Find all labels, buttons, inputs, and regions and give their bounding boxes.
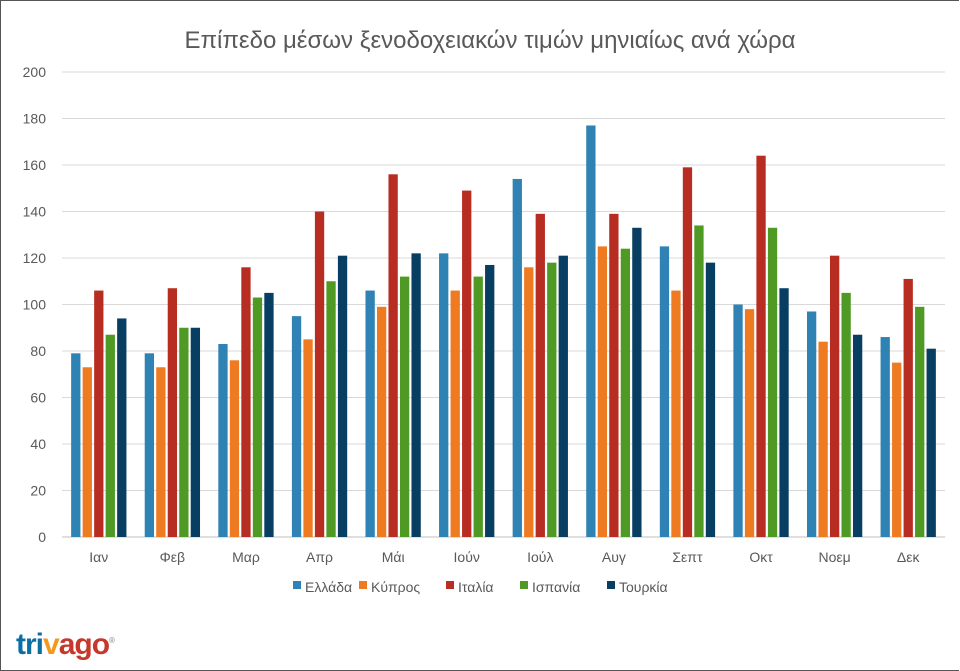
bar-Ιταλία-Νοεμ [829,255,840,538]
x-tick-label: Οκτ [749,549,773,565]
bar-Ελλάδα-Ιούν [439,253,449,537]
bar-Τουρκία-Μαρ [264,292,274,537]
bar-Ιταλία-Δεκ [903,278,913,537]
legend-label: Ελλάδα [305,579,352,595]
bar-Τουρκία-Ιούν [485,264,495,537]
chart-title: Επίπεδο μέσων ξενοδοχειακών τιμών μηνιαί… [184,27,795,54]
bar-Τουρκία-Νοεμ [852,334,863,537]
bar-Κύπρος-Ιούλ [524,267,534,537]
x-tick-label: Ιούλ [527,549,553,565]
legend-swatch [520,581,528,589]
bar-Κύπρος-Απρ [303,339,313,537]
bar-Ελλάδα-Δεκ [880,337,890,537]
bar-Ελλάδα-Οκτ [733,304,743,537]
bar-Ιταλία-Αυγ [609,213,619,537]
bar-Ισπανία-Μαρ [252,297,263,537]
bar-Ιταλία-Φεβ [167,288,178,537]
bar-Ελλάδα-Σεπτ [659,246,670,537]
bar-Κύπρος-Νοεμ [818,341,828,537]
legend-label: Τουρκία [619,579,668,595]
bar-Ελλάδα-Αυγ [586,125,596,537]
bar-Τουρκία-Αυγ [632,227,642,537]
legend-label: Ισπανία [532,579,580,595]
bar-Ισπανία-Απρ [326,281,336,537]
bar-Ισπανία-Ιούν [473,276,483,537]
y-tick-label: 20 [30,483,46,499]
bar-Ελλάδα-Ιαν [71,353,81,537]
bar-Ιταλία-Ιούλ [535,213,545,537]
bar-Τουρκία-Οκτ [779,288,789,537]
bar-Ιταλία-Ιαν [94,290,104,537]
bar-Ιταλία-Απρ [314,211,325,537]
y-tick-label: 60 [30,390,46,406]
bar-Ιταλία-Σεπτ [682,167,693,537]
legend-label: Ιταλία [458,579,494,595]
bar-Τουρκία-Ιαν [117,318,127,537]
x-tick-label: Φεβ [160,549,185,565]
legend-swatch [359,581,367,589]
bar-Τουρκία-Φεβ [190,327,201,537]
x-tick-label: Σεπτ [672,549,703,565]
legend-swatch [293,581,301,589]
y-tick-label: 120 [23,250,47,266]
bar-Κύπρος-Μαρ [229,360,240,537]
y-tick-label: 200 [23,64,47,80]
x-tick-label: Απρ [306,549,333,565]
bar-Ελλάδα-Απρ [291,316,302,537]
bar-Ισπανία-Ιούλ [547,262,557,537]
bar-Ιταλία-Ιούν [462,190,472,537]
x-tick-label: Νοεμ [819,549,851,565]
x-tick-label: Αυγ [602,549,626,565]
bar-Ελλάδα-Νοεμ [806,311,817,537]
x-tick-label: Δεκ [897,549,921,565]
bar-Ισπανία-Δεκ [915,306,925,537]
bar-Ισπανία-Σεπτ [694,225,704,537]
bar-Τουρκία-Σεπτ [705,262,716,537]
bar-Κύπρος-Σεπτ [671,290,681,537]
bar-Κύπρος-Δεκ [892,362,902,537]
bar-Ισπανία-Νοεμ [841,292,851,537]
bar-Ιταλία-Μαρ [241,267,251,537]
y-tick-label: 160 [23,157,47,173]
legend-swatch [446,581,454,589]
bar-Ισπανία-Αυγ [620,248,631,537]
bar-Ισπανία-Φεβ [179,327,189,537]
bar-Κύπρος-Οκτ [744,309,755,537]
y-tick-label: 140 [23,204,47,220]
y-tick-label: 180 [23,111,47,127]
x-tick-label: Ιαν [89,549,108,565]
y-tick-label: 0 [38,529,46,545]
bar-Ιταλία-Οκτ [756,155,766,537]
bar-Τουρκία-Μάι [411,253,421,537]
bar-Κύπρος-Αυγ [597,246,608,537]
y-tick-label: 80 [30,343,46,359]
bar-Τουρκία-Ιούλ [558,255,568,538]
bar-Ελλάδα-Ιούλ [512,178,522,537]
bar-Τουρκία-Απρ [337,255,348,538]
legend-label: Κύπρος [371,579,420,595]
y-tick-label: 100 [23,297,47,313]
x-tick-label: Ιούν [454,549,480,565]
bar-Κύπρος-Ιαν [82,367,92,537]
bar-Ελλάδα-Φεβ [144,353,155,537]
bar-Κύπρος-Φεβ [156,367,166,537]
bar-Κύπρος-Ιούν [450,290,460,537]
bar-Ισπανία-Ιαν [105,334,115,537]
legend-swatch [607,581,615,589]
bar-Ελλάδα-Μάι [365,290,375,537]
bar-Ισπανία-Οκτ [767,227,778,537]
bar-Τουρκία-Δεκ [926,348,936,537]
bar-Ιταλία-Μάι [388,174,398,538]
y-tick-label: 40 [30,436,46,452]
bar-Ελλάδα-Μαρ [218,344,228,537]
x-tick-label: Μάι [382,549,405,565]
trivago-logo: trivago® [16,628,115,661]
bar-Κύπρος-Μάι [376,306,387,537]
x-tick-label: Μαρ [232,549,260,565]
bar-Ισπανία-Μάι [399,276,410,537]
